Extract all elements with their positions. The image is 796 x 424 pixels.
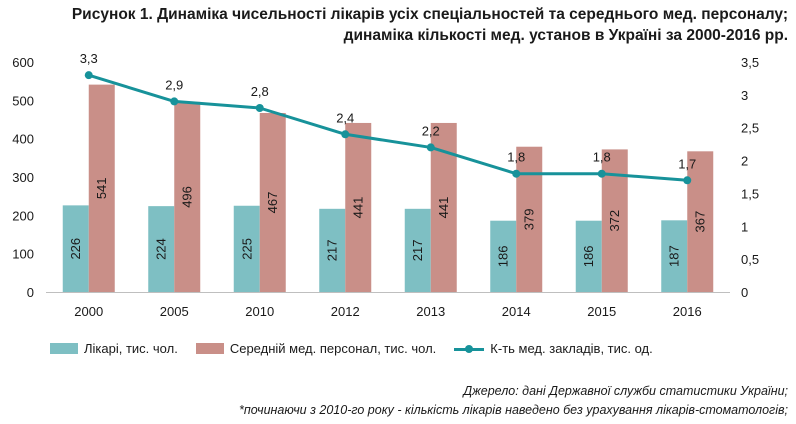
y-right-tick-label: 1 [741,219,748,234]
data-label-facilities: 2,4 [336,110,354,125]
data-label-facilities: 1,7 [678,156,696,171]
data-label-nurses: 496 [180,186,195,208]
source-line-2: *починаючи з 2010-го року - кількість лі… [238,403,788,417]
bar-nurses [687,151,714,292]
y-left-tick-label: 400 [12,132,34,147]
data-label-doctors: 187 [667,245,682,267]
chart-plot: 0 100 200 300 400 500 600 0 0,5 1 1,5 2 2,5 3 3,5 2000 2… [12,51,759,319]
data-label-doctors: 226 [68,238,83,260]
legend-item-facilities: К-ть мед. закладів, тис. од. [454,341,653,356]
data-label-nurses: 379 [522,209,537,231]
legend-label-doctors: Лікарі, тис. чол. [84,341,178,356]
x-tick-label: 2015 [587,304,616,319]
data-label-doctors: 217 [410,240,425,262]
x-tick-label: 2014 [502,304,531,319]
data-label-nurses: 467 [265,192,280,214]
legend-item-nurses: Середній мед. персонал, тис. чол. [195,341,437,356]
x-tick-label: 2016 [673,304,702,319]
bar-nurses [345,122,372,292]
bar-nurses [88,84,115,292]
y-right-tick-label: 2,5 [741,121,759,136]
bar-doctors [661,220,688,292]
bar-doctors [575,220,602,292]
x-tick-label: 2010 [245,304,274,319]
data-label-doctors: 217 [325,240,340,262]
data-label-facilities: 2,9 [165,77,183,92]
data-label-nurses: 541 [94,177,109,199]
point-facilities [426,143,435,152]
legend-swatch-nurses [195,343,224,354]
bar-doctors [404,208,431,292]
point-facilities [683,176,692,185]
bar-nurses [259,112,286,292]
point-facilities [341,130,350,139]
y-left-tick-label: 600 [12,55,34,70]
data-label-facilities: 2,8 [251,84,269,99]
data-label-nurses: 441 [351,197,366,219]
chart-title: Рисунок 1. Динаміка чисельності лікарів … [8,4,788,46]
point-facilities [170,97,179,106]
bar-doctors [62,205,89,292]
y-right-tick-label: 3 [741,88,748,103]
data-label-nurses: 367 [693,211,708,233]
bar-nurses [174,101,201,292]
source-note: Джерело: дані Державної служби статистик… [8,382,788,420]
x-tick-label: 2000 [74,304,103,319]
data-label-doctors: 186 [496,245,511,267]
y-right-tick-label: 0 [741,285,748,300]
data-label-nurses: 372 [607,210,622,232]
data-label-facilities: 1,8 [593,150,611,165]
data-label-nurses: 441 [436,197,451,219]
line-facilities [88,73,688,182]
y-right-tick-label: 3,5 [741,55,759,70]
y-left-tick-label: 200 [12,208,34,223]
y-right-tick-label: 0,5 [741,252,759,267]
x-tick-label: 2005 [160,304,189,319]
chart-title-line-2: динаміка кількості мед. установ в Україн… [343,27,788,44]
legend-swatch-facilities [454,343,485,355]
legend-swatch-doctors [50,343,78,354]
bar-doctors [148,206,175,292]
y-left-tick-label: 100 [12,247,34,262]
bar-doctors [233,205,260,292]
chart-legend: Лікарі, тис. чол. Середній мед. персонал… [50,341,671,356]
y-left-tick-label: 500 [12,93,34,108]
point-facilities [84,71,93,80]
data-label-doctors: 225 [239,238,254,260]
bar-doctors [490,220,517,292]
point-facilities [512,169,521,178]
data-label-facilities: 2,2 [422,123,440,138]
source-line-1: Джерело: дані Державної служби статистик… [463,384,788,398]
legend-label-facilities: К-ть мед. закладів, тис. од. [490,341,653,356]
point-facilities [597,169,606,178]
bar-nurses [516,146,543,292]
y-left-tick-label: 0 [27,285,34,300]
legend-item-doctors: Лікарі, тис. чол. [50,341,178,356]
data-label-doctors: 186 [581,245,596,267]
y-right-tick-label: 2 [741,154,748,169]
data-label-facilities: 3,3 [80,51,98,66]
data-label-facilities: 1,8 [507,150,525,165]
bar-doctors [319,208,346,292]
x-tick-label: 2012 [331,304,360,319]
x-tick-label: 2013 [416,304,445,319]
data-label-doctors: 224 [154,238,169,260]
y-left-tick-label: 300 [12,170,34,185]
legend-label-nurses: Середній мед. персонал, тис. чол. [229,341,437,356]
chart-title-line-1: Рисунок 1. Динаміка чисельності лікарів … [71,6,788,23]
point-facilities [255,104,264,112]
y-right-tick-label: 1,5 [741,186,759,201]
